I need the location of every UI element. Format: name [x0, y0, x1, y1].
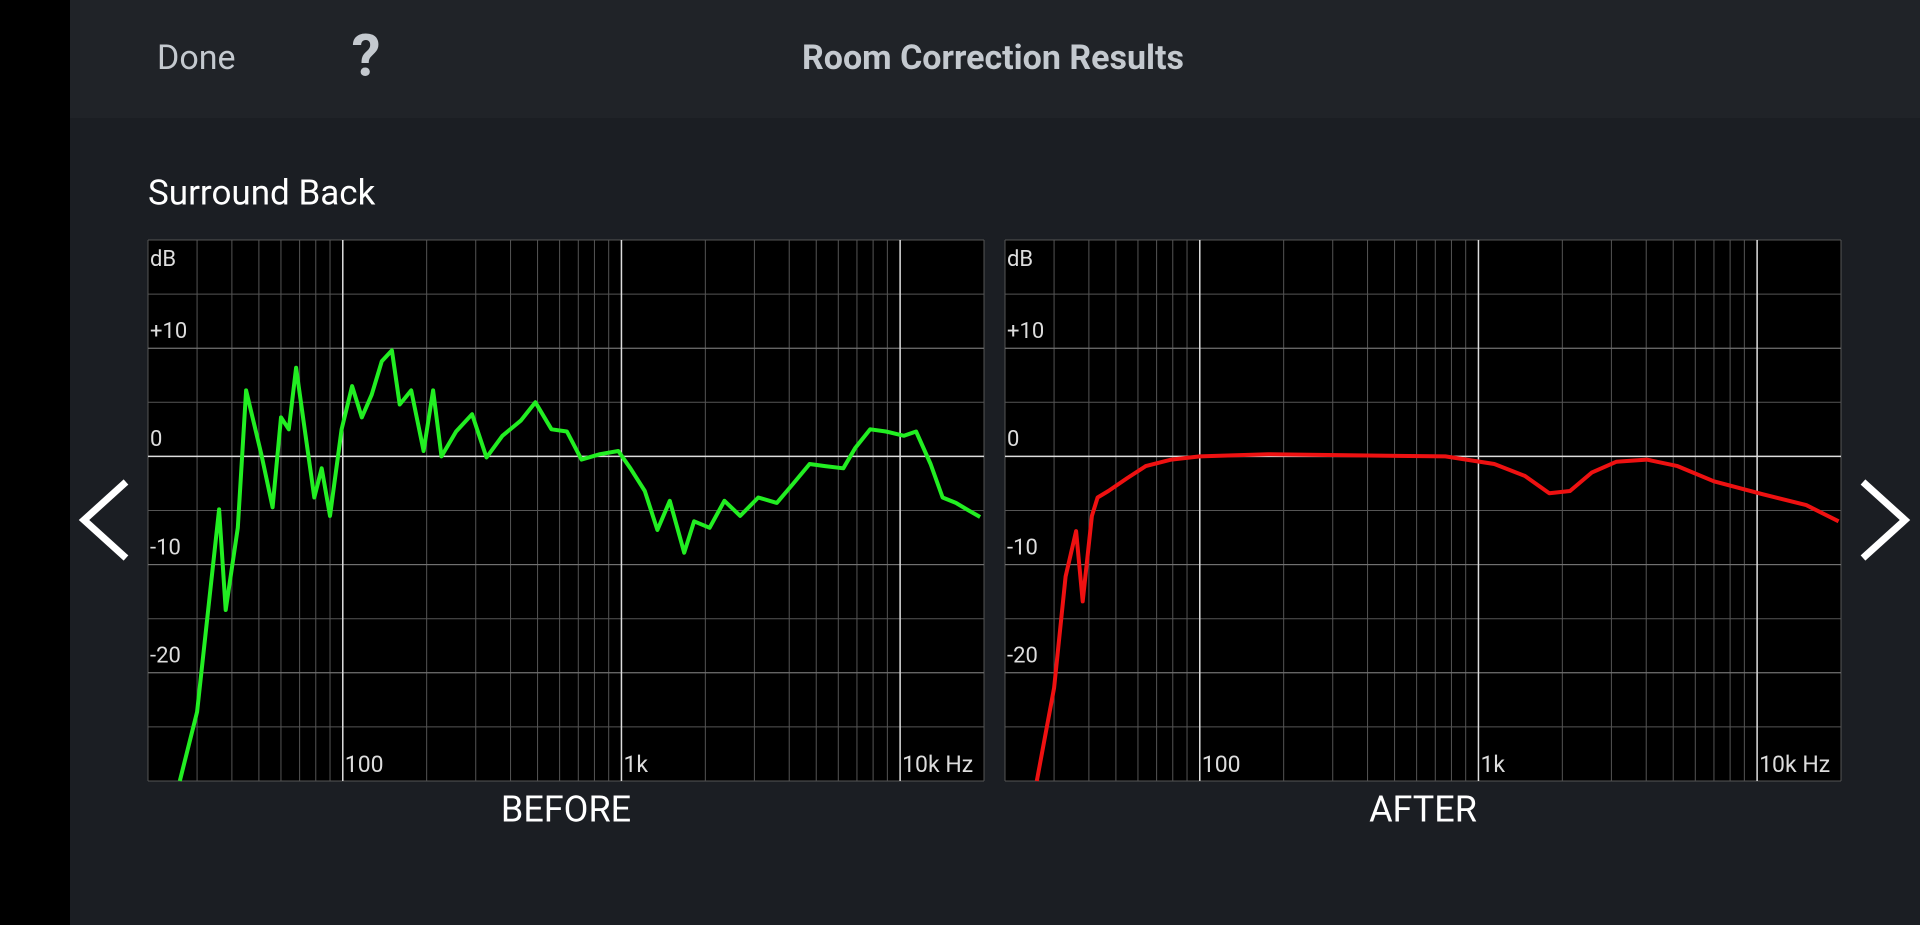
chart-title: AFTER — [1369, 789, 1477, 831]
y-tick-label: -20 — [1007, 644, 1038, 669]
help-button[interactable]: ? — [352, 22, 381, 90]
x-tick-label: 1k — [623, 751, 648, 778]
chart-title: BEFORE — [501, 789, 631, 831]
x-tick-label: 10k Hz — [1759, 751, 1830, 778]
x-tick-label: 1k — [1480, 751, 1505, 778]
channel-name: Surround Back — [148, 172, 376, 213]
y-tick-label: 0 — [1007, 427, 1019, 452]
y-tick-label: +10 — [150, 319, 187, 344]
y-tick-label: -10 — [150, 535, 181, 560]
done-button[interactable]: Done — [157, 38, 236, 78]
y-tick-label: -10 — [1007, 535, 1038, 560]
response-curve — [1034, 452, 1840, 782]
y-tick-label: +10 — [1007, 319, 1044, 344]
page-title: Room Correction Results — [802, 38, 1184, 78]
x-tick-label: 100 — [1202, 751, 1241, 778]
header-bar — [70, 0, 1920, 118]
response-curve — [177, 348, 982, 782]
y-tick-label: 0 — [150, 427, 162, 452]
x-tick-label: 100 — [345, 751, 384, 778]
y-tick-label: -20 — [150, 644, 181, 669]
prev-arrow[interactable] — [78, 479, 129, 561]
side-strip — [0, 0, 70, 925]
y-axis-label: dB — [150, 247, 176, 272]
next-arrow[interactable] — [1860, 479, 1911, 561]
x-tick-label: 10k Hz — [902, 751, 973, 778]
y-axis-label: dB — [1007, 247, 1033, 272]
